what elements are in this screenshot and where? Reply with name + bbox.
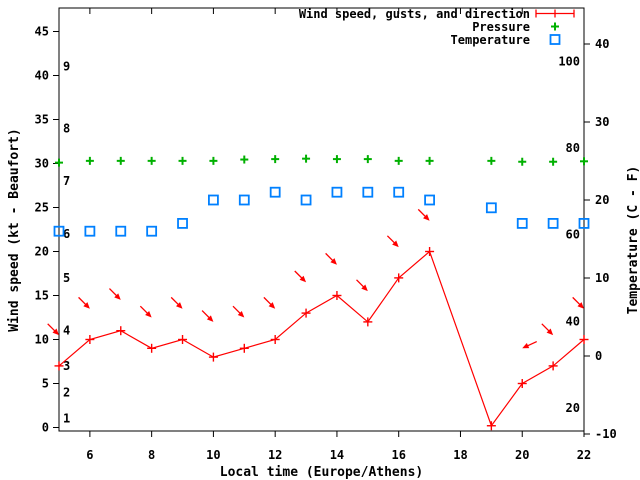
svg-text:6: 6 <box>86 448 93 462</box>
svg-text:35: 35 <box>35 113 49 127</box>
x-axis-title: Local time (Europe/Athens) <box>220 465 424 480</box>
fahrenheit-label: 100 <box>558 54 580 68</box>
gust-arrows <box>47 208 584 349</box>
svg-text:10: 10 <box>35 333 49 347</box>
y-axis-right: -10 0 10 20 30 40 20 40 60 80 100 Temperature (C - … <box>558 37 640 441</box>
fahrenheit-label: 80 <box>566 141 580 155</box>
svg-text:20: 20 <box>595 193 609 207</box>
svg-text:16: 16 <box>391 448 405 462</box>
svg-text:22: 22 <box>577 448 591 462</box>
beaufort-label: 1 <box>63 412 70 426</box>
wind-series <box>54 247 589 431</box>
beaufort-label: 5 <box>63 271 70 285</box>
beaufort-label: 3 <box>63 359 70 373</box>
legend-label-wind: Wind speed, gusts, and direction <box>299 7 530 21</box>
fahrenheit-label: 20 <box>566 401 580 415</box>
beaufort-label: 7 <box>63 174 70 188</box>
svg-text:20: 20 <box>35 245 49 259</box>
svg-text:14: 14 <box>330 448 344 462</box>
svg-text:30: 30 <box>595 115 609 129</box>
beaufort-label: 2 <box>63 385 70 399</box>
svg-text:5: 5 <box>42 377 49 391</box>
svg-text:18: 18 <box>453 448 467 462</box>
fahrenheit-label: 40 <box>566 314 580 328</box>
beaufort-label: 6 <box>63 227 70 241</box>
svg-text:0: 0 <box>42 421 49 435</box>
svg-text:0: 0 <box>595 349 602 363</box>
x-axis: 6 8 10 12 14 16 18 20 22 Local time (Europe/Athen… <box>86 8 591 480</box>
svg-text:30: 30 <box>35 157 49 171</box>
pressure-series <box>55 154 588 167</box>
legend-label-temperature: Temperature <box>451 33 530 47</box>
svg-text:40: 40 <box>595 37 609 51</box>
svg-text:15: 15 <box>35 289 49 303</box>
svg-text:10: 10 <box>595 271 609 285</box>
svg-text:8: 8 <box>148 448 155 462</box>
beaufort-label: 4 <box>63 324 70 338</box>
svg-text:45: 45 <box>35 25 49 39</box>
svg-text:40: 40 <box>35 69 49 83</box>
beaufort-label: 9 <box>63 60 70 74</box>
legend: Wind speed, gusts, and directionPressure… <box>299 7 575 47</box>
y-axis-right-title: Temperature (C - F) <box>626 166 640 315</box>
y-axis-left-title: Wind speed (kt - Beaufort) <box>7 128 22 332</box>
temperature-series <box>53 186 590 237</box>
beaufort-label: 8 <box>63 121 70 135</box>
svg-text:12: 12 <box>268 448 282 462</box>
fahrenheit-label: 60 <box>566 228 580 242</box>
svg-text:20: 20 <box>515 448 529 462</box>
svg-text:-10: -10 <box>595 427 617 441</box>
svg-text:10: 10 <box>206 448 220 462</box>
legend-label-pressure: Pressure <box>472 20 530 34</box>
svg-text:25: 25 <box>35 201 49 215</box>
